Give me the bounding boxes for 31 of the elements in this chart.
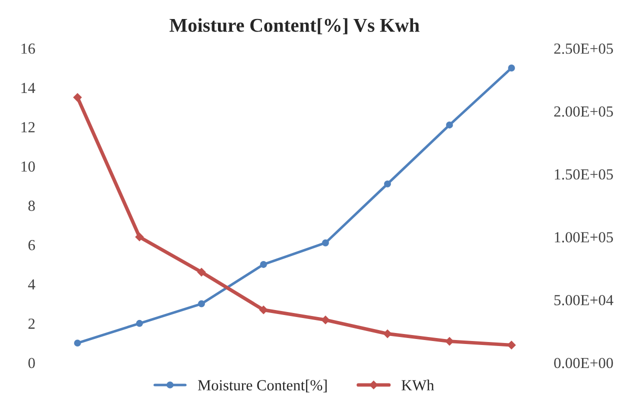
point — [197, 268, 206, 276]
y-tick-label: 16 — [22, 44, 35, 54]
point — [508, 64, 515, 72]
point — [446, 122, 453, 128]
point — [260, 260, 267, 268]
y-tick-label: 4 — [28, 279, 36, 290]
y-tick-label: 14 — [22, 82, 36, 93]
y-tick-label: 2 — [28, 318, 35, 329]
y-tick-label: 0 — [28, 358, 35, 368]
legend-label: KWh — [402, 380, 434, 391]
y-tick-label: 8 — [28, 200, 35, 211]
point — [73, 93, 82, 102]
point — [198, 300, 205, 308]
point — [135, 232, 144, 242]
point — [384, 180, 391, 188]
chart-title: Moisture Content[%] Vs Kwh — [170, 18, 420, 34]
y-tick-label: 6 — [28, 240, 35, 250]
y-tick-label: 10 — [22, 161, 35, 172]
point — [74, 340, 81, 347]
y2-tick-label: 1.00E+05 — [554, 232, 613, 242]
legend-label: Moisture Content[%] — [198, 380, 327, 392]
y2-tick-label: 0.00E+00 — [554, 358, 613, 368]
y2-tick-label: 2.50E+05 — [554, 44, 613, 54]
y2-tick-label: 5.00E+04 — [554, 294, 614, 306]
y-tick-label: 12 — [22, 122, 35, 132]
point — [321, 316, 330, 324]
y2-tick-label: 1.50E+05 — [554, 169, 613, 180]
point — [322, 239, 329, 246]
point — [259, 306, 268, 314]
point — [136, 320, 143, 327]
y2-tick-label: 2.00E+05 — [554, 106, 613, 117]
